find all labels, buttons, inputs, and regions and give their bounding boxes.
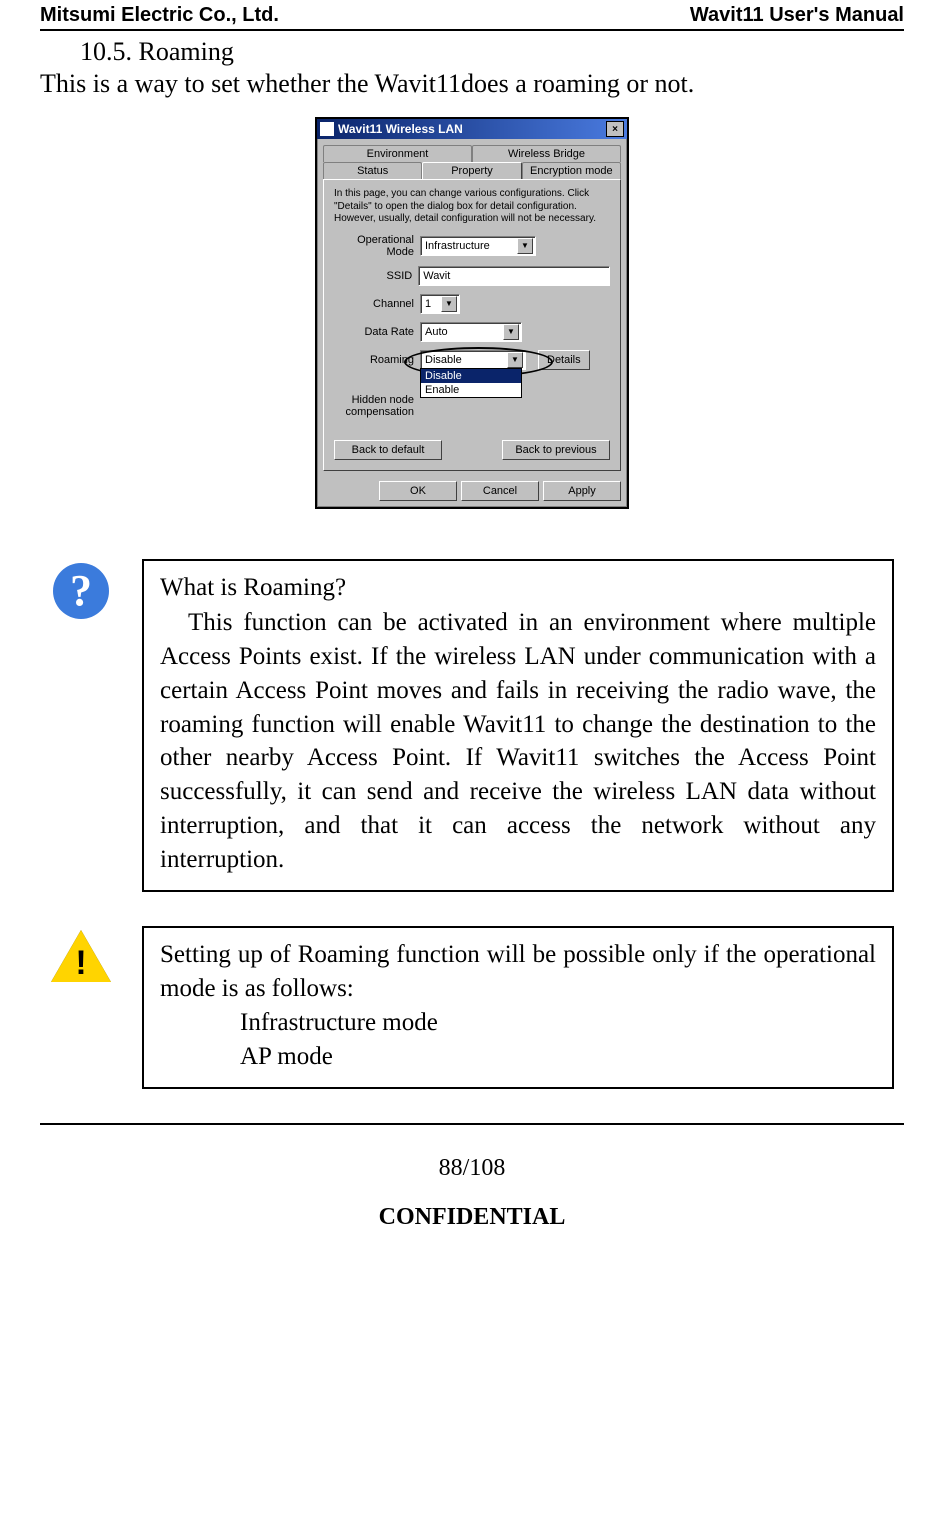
confidential-label: CONFIDENTIAL	[40, 1204, 904, 1231]
cancel-button[interactable]: Cancel	[461, 481, 539, 501]
header-left: Mitsumi Electric Co., Ltd.	[40, 4, 279, 27]
info-heading: What is Roaming?	[160, 571, 876, 605]
back-to-default-button[interactable]: Back to default	[334, 440, 442, 460]
footer-rule	[40, 1123, 904, 1125]
tab-environment[interactable]: Environment	[323, 145, 472, 162]
tab-wireless-bridge[interactable]: Wireless Bridge	[472, 145, 621, 162]
ssid-input[interactable]: Wavit	[418, 266, 610, 286]
data-rate-value: Auto	[423, 326, 450, 338]
apply-button[interactable]: Apply	[543, 481, 621, 501]
label-hidden-node: Hidden nodecompensation	[334, 394, 420, 418]
ok-button[interactable]: OK	[379, 481, 457, 501]
dialog-title: Wavit11 Wireless LAN	[338, 122, 463, 136]
warning-icon: !	[51, 930, 111, 982]
app-icon	[320, 122, 334, 136]
label-operational-mode: OperationalMode	[334, 234, 420, 258]
label-data-rate: Data Rate	[334, 326, 420, 338]
label-ssid: SSID	[334, 270, 418, 282]
page-number: 88/108	[40, 1155, 904, 1182]
label-channel: Channel	[334, 298, 420, 310]
header-right: Wavit11 User's Manual	[690, 4, 904, 27]
info-icon: ?	[53, 563, 109, 619]
roaming-option-enable[interactable]: Enable	[421, 383, 521, 397]
warning-box: Setting up of Roaming function will be p…	[142, 926, 894, 1089]
wireless-lan-dialog: Wavit11 Wireless LAN × Environment Wirel…	[315, 117, 629, 509]
chevron-down-icon: ▼	[441, 296, 457, 312]
chevron-down-icon: ▼	[507, 352, 523, 368]
operational-mode-value: Infrastructure	[423, 240, 492, 252]
back-to-previous-button[interactable]: Back to previous	[502, 440, 610, 460]
label-roaming: Roaming	[334, 354, 420, 366]
mode-ap: AP mode	[240, 1040, 876, 1074]
section-title: 10.5. Roaming	[80, 37, 904, 67]
section-intro: This is a way to set whether the Wavit11…	[40, 69, 904, 99]
roaming-value: Disable	[423, 354, 464, 366]
close-icon[interactable]: ×	[606, 121, 624, 137]
mode-infrastructure: Infrastructure mode	[240, 1006, 876, 1040]
warning-body: Setting up of Roaming function will be p…	[160, 938, 876, 1006]
roaming-select[interactable]: Disable ▼	[420, 350, 526, 370]
details-button[interactable]: Details	[538, 350, 590, 370]
dialog-titlebar: Wavit11 Wireless LAN ×	[317, 119, 627, 139]
roaming-option-disable[interactable]: Disable	[421, 369, 521, 383]
tab-property[interactable]: Property	[422, 162, 521, 179]
roaming-dropdown-list[interactable]: Disable Enable	[420, 368, 522, 398]
data-rate-select[interactable]: Auto ▼	[420, 322, 522, 342]
channel-value: 1	[423, 298, 433, 310]
tab-body: In this page, you can change various con…	[323, 179, 621, 471]
chevron-down-icon: ▼	[503, 324, 519, 340]
page-header: Mitsumi Electric Co., Ltd. Wavit11 User'…	[40, 0, 904, 31]
operational-mode-select[interactable]: Infrastructure ▼	[420, 236, 536, 256]
channel-select[interactable]: 1 ▼	[420, 294, 460, 314]
info-body: This function can be activated in an env…	[160, 606, 876, 876]
tab-encryption-mode[interactable]: Encryption mode	[522, 162, 621, 179]
tab-description: In this page, you can change various con…	[334, 188, 610, 226]
tab-status[interactable]: Status	[323, 162, 422, 179]
ssid-value: Wavit	[421, 270, 452, 282]
chevron-down-icon: ▼	[517, 238, 533, 254]
info-box: What is Roaming? This function can be ac…	[142, 559, 894, 893]
